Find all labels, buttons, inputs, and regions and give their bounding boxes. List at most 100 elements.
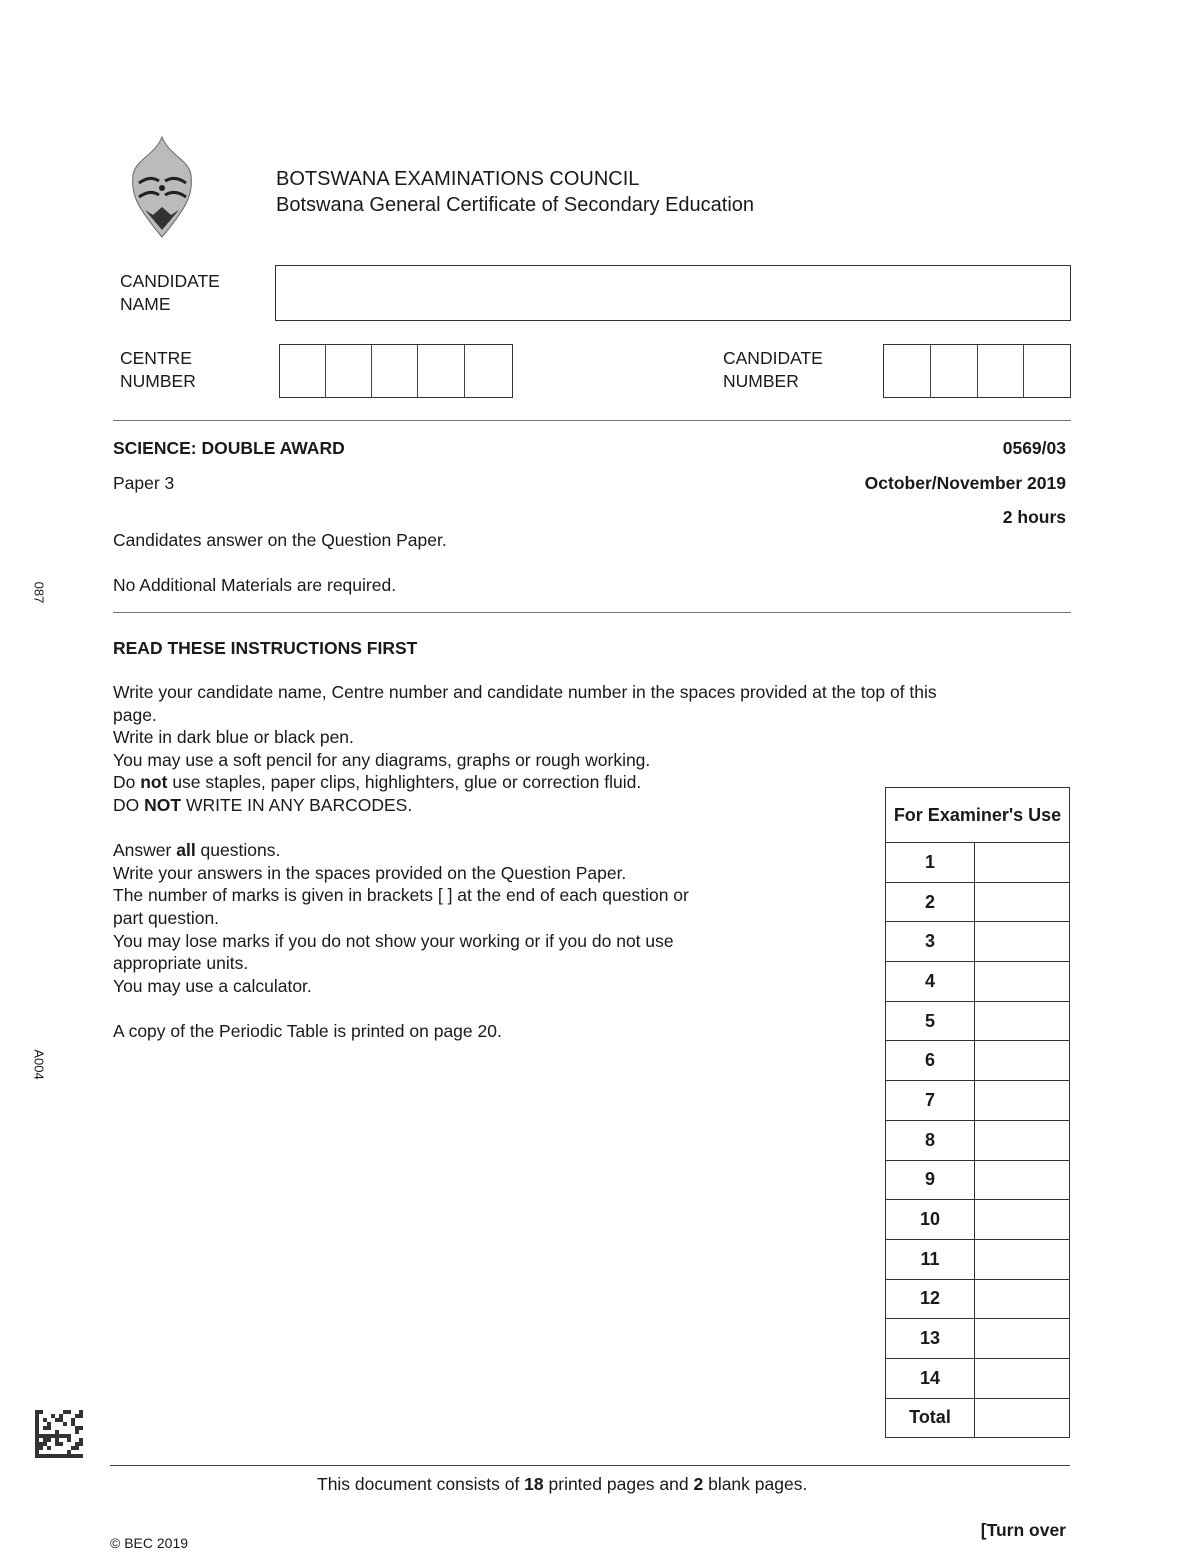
barcode-module bbox=[47, 1434, 51, 1438]
question-number: 9 bbox=[885, 1159, 975, 1201]
barcode-module bbox=[35, 1422, 39, 1426]
barcode-module bbox=[55, 1430, 59, 1434]
barcode-module bbox=[39, 1410, 43, 1414]
examiner-table-row: 3 bbox=[885, 921, 1070, 963]
barcode-module bbox=[59, 1414, 63, 1418]
barcode-module bbox=[75, 1426, 79, 1430]
barcode-module bbox=[79, 1442, 83, 1446]
barcode-module bbox=[67, 1438, 71, 1442]
mark-cell[interactable] bbox=[974, 1238, 1070, 1280]
mark-cell[interactable] bbox=[974, 1278, 1070, 1320]
question-number: 2 bbox=[885, 881, 975, 923]
mark-cell[interactable] bbox=[974, 921, 1070, 963]
examiner-table-row: 8 bbox=[885, 1119, 1070, 1161]
question-number: 5 bbox=[885, 1000, 975, 1042]
text: This document consists of bbox=[317, 1474, 525, 1494]
barcode-module bbox=[35, 1454, 39, 1458]
mark-cell[interactable] bbox=[974, 1000, 1070, 1042]
examiner-table-row: 14 bbox=[885, 1357, 1070, 1399]
mark-cell[interactable] bbox=[974, 1119, 1070, 1161]
mark-cell[interactable] bbox=[974, 1199, 1070, 1240]
label-line: NUMBER bbox=[723, 371, 799, 391]
mark-cell[interactable] bbox=[974, 1397, 1070, 1439]
question-number: 4 bbox=[885, 961, 975, 1002]
text: printed pages and bbox=[543, 1474, 694, 1494]
qualification-name: Botswana General Certificate of Secondar… bbox=[276, 194, 755, 216]
question-number: 14 bbox=[885, 1357, 975, 1399]
barcode-module bbox=[55, 1418, 59, 1422]
emphasis: NOT bbox=[144, 794, 182, 815]
barcode-module bbox=[75, 1414, 79, 1418]
barcode-module bbox=[79, 1414, 83, 1418]
barcode-module bbox=[79, 1438, 83, 1442]
label-line: NAME bbox=[120, 294, 171, 314]
text: Answer bbox=[113, 840, 177, 861]
barcode-module bbox=[67, 1410, 71, 1414]
organisation-name: BOTSWANA EXAMINATIONS COUNCIL bbox=[276, 168, 640, 190]
barcode-module bbox=[47, 1422, 51, 1426]
barcode-module bbox=[43, 1426, 47, 1430]
candidate-name-label: CANDIDATE NAME bbox=[120, 270, 220, 316]
label-line: CANDIDATE bbox=[120, 271, 220, 291]
examiner-table-row: 11 bbox=[885, 1238, 1070, 1280]
instruction-line: DO NOT WRITE IN ANY BARCODES. bbox=[113, 794, 937, 817]
examiner-table-row: 5 bbox=[885, 1000, 1070, 1042]
barcode-module bbox=[59, 1454, 63, 1458]
instruction-line: You may use a calculator. bbox=[113, 975, 312, 996]
mark-cell[interactable] bbox=[974, 1357, 1070, 1399]
page-count-note: This document consists of 18 printed pag… bbox=[317, 1474, 807, 1495]
centre-number-field[interactable] bbox=[279, 344, 513, 398]
mark-cell[interactable] bbox=[974, 1159, 1070, 1201]
answer-note: Candidates answer on the Question Paper. bbox=[113, 530, 447, 550]
mark-cell[interactable] bbox=[974, 1080, 1070, 1121]
question-number: 1 bbox=[885, 842, 975, 883]
barcode-module bbox=[43, 1454, 47, 1458]
examiner-table-row: 13 bbox=[885, 1318, 1070, 1359]
mark-cell[interactable] bbox=[974, 1040, 1070, 1082]
barcode-module bbox=[75, 1442, 79, 1446]
question-number: 11 bbox=[885, 1238, 975, 1280]
barcode-module bbox=[79, 1454, 83, 1458]
instruction-line: You may use a soft pencil for any diagra… bbox=[113, 749, 651, 770]
bec-crest-logo bbox=[132, 135, 192, 238]
centre-number-label: CENTRE NUMBER bbox=[120, 347, 196, 393]
question-number: 6 bbox=[885, 1040, 975, 1082]
barcode-module bbox=[35, 1450, 39, 1454]
barcode-module bbox=[35, 1430, 39, 1434]
text: use staples, paper clips, highlighters, … bbox=[167, 772, 642, 793]
instruction-line: appropriate units. bbox=[113, 953, 249, 974]
instruction-line: Answer all questions. bbox=[113, 839, 937, 862]
examiner-table-row: 7 bbox=[885, 1080, 1070, 1121]
barcode-module bbox=[71, 1422, 75, 1426]
mark-cell[interactable] bbox=[974, 961, 1070, 1002]
mark-cell[interactable] bbox=[974, 881, 1070, 923]
barcode-module bbox=[55, 1438, 59, 1442]
candidate-name-field[interactable] bbox=[275, 265, 1071, 321]
instruction-line: part question. bbox=[113, 907, 220, 928]
subject-title: SCIENCE: DOUBLE AWARD bbox=[113, 438, 345, 458]
footer-divider bbox=[110, 1465, 1070, 1466]
examiner-table-row: 12 bbox=[885, 1278, 1070, 1320]
barcode-module bbox=[47, 1454, 51, 1458]
barcode-module bbox=[43, 1442, 47, 1446]
question-number: 13 bbox=[885, 1318, 975, 1359]
instruction-line: Do not use staples, paper clips, highlig… bbox=[113, 771, 937, 794]
margin-code: A004 bbox=[31, 1049, 47, 1080]
barcode-module bbox=[35, 1426, 39, 1430]
question-number: 10 bbox=[885, 1199, 975, 1240]
instruction-line: You may lose marks if you do not show yo… bbox=[113, 930, 674, 951]
barcode-module bbox=[35, 1438, 39, 1442]
barcode-module bbox=[35, 1434, 39, 1438]
label-line: NUMBER bbox=[120, 371, 196, 391]
mark-cell[interactable] bbox=[974, 1318, 1070, 1359]
candidate-number-field[interactable] bbox=[883, 344, 1071, 398]
text: questions. bbox=[195, 840, 281, 861]
barcode-module bbox=[55, 1434, 59, 1438]
examiner-table-row: 2 bbox=[885, 881, 1070, 923]
mark-cell[interactable] bbox=[974, 842, 1070, 883]
barcode-module bbox=[39, 1434, 43, 1438]
barcode-module bbox=[39, 1442, 43, 1446]
barcode-module bbox=[43, 1418, 47, 1422]
barcode-module bbox=[75, 1446, 79, 1450]
barcode-module bbox=[75, 1430, 79, 1434]
